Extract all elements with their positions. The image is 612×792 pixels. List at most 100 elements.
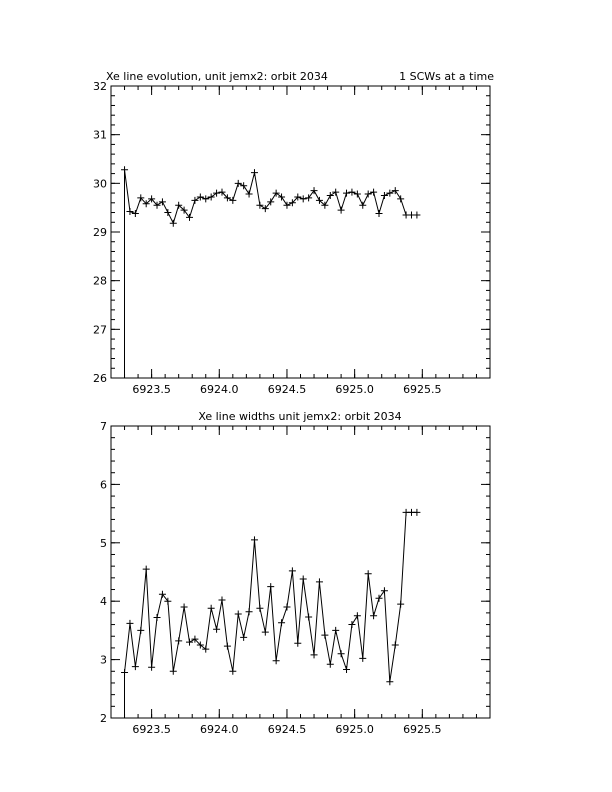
top-data-point-marker bbox=[191, 196, 199, 204]
bottom-data-point-marker bbox=[375, 594, 383, 602]
top-data-point-marker bbox=[218, 188, 226, 196]
top-data-point-marker bbox=[299, 195, 307, 203]
bottom-series-line bbox=[124, 511, 417, 718]
bottom-y-tick-label: 7 bbox=[100, 420, 107, 433]
bottom-data-point-marker bbox=[121, 668, 129, 676]
bottom-data-point-marker bbox=[142, 565, 150, 573]
bottom-data-point-marker bbox=[288, 567, 296, 575]
top-data-point-marker bbox=[359, 201, 367, 209]
bottom-x-tick-label: 6925.5 bbox=[403, 723, 442, 736]
bottom-data-point-marker bbox=[169, 667, 177, 675]
top-y-tick-label: 28 bbox=[93, 275, 107, 288]
top-data-point-marker bbox=[234, 179, 242, 187]
top-data-point-marker bbox=[386, 189, 394, 197]
top-data-point-marker bbox=[305, 194, 313, 202]
bottom-y-tick-label: 4 bbox=[100, 595, 107, 608]
top-data-point-marker bbox=[207, 193, 215, 201]
bottom-plot-frame bbox=[110, 425, 491, 719]
top-data-point-marker bbox=[267, 198, 275, 206]
bottom-data-point-marker bbox=[278, 619, 286, 627]
bottom-data-point-marker bbox=[186, 638, 194, 646]
top-y-tick-label: 26 bbox=[93, 372, 107, 385]
bottom-data-point-marker bbox=[261, 628, 269, 636]
top-y-tick-label: 30 bbox=[93, 177, 107, 190]
top-data-point-marker bbox=[229, 196, 237, 204]
bottom-data-point-marker bbox=[175, 637, 183, 645]
top-plot-frame bbox=[110, 85, 491, 379]
top-data-point-marker bbox=[288, 199, 296, 207]
top-panel-xe-line-evolution: Xe line evolution, unit jemx2: orbit 203… bbox=[93, 70, 494, 396]
top-y-tick-label: 32 bbox=[93, 80, 107, 93]
top-data-point-marker bbox=[380, 192, 388, 199]
bottom-data-point-marker bbox=[158, 590, 166, 598]
bottom-data-point-marker bbox=[305, 613, 313, 621]
bottom-chart-title: Xe line widths unit jemx2: orbit 2034 bbox=[198, 410, 401, 423]
bottom-data-point-marker bbox=[299, 575, 307, 583]
top-data-point-marker bbox=[121, 166, 129, 174]
top-x-tick-label: 6925.5 bbox=[403, 383, 442, 396]
bottom-data-point-marker bbox=[196, 641, 204, 649]
top-y-tick-label: 27 bbox=[93, 323, 107, 336]
top-data-point-marker bbox=[364, 190, 372, 198]
top-x-tick-label: 6925.0 bbox=[335, 383, 374, 396]
bottom-data-point-marker bbox=[234, 610, 242, 618]
top-x-tick-label: 6924.5 bbox=[268, 383, 307, 396]
bottom-data-point-marker bbox=[380, 587, 388, 595]
bottom-panel-xe-line-widths: Xe line widths unit jemx2: orbit 2034 69… bbox=[100, 410, 491, 736]
bottom-data-point-marker bbox=[326, 660, 334, 668]
bottom-y-tick-label: 5 bbox=[100, 537, 107, 550]
top-data-point-marker bbox=[321, 201, 329, 209]
bottom-data-point-marker bbox=[164, 597, 172, 605]
top-data-point-marker bbox=[315, 196, 323, 204]
top-data-point-marker bbox=[158, 198, 166, 206]
bottom-data-point-marker bbox=[332, 626, 340, 634]
top-data-point-marker bbox=[131, 210, 139, 218]
bottom-x-tick-label: 6923.5 bbox=[132, 723, 171, 736]
bottom-data-point-marker bbox=[256, 604, 264, 612]
top-data-point-marker bbox=[310, 187, 318, 195]
bottom-x-tick-label: 6924.5 bbox=[268, 723, 307, 736]
top-data-point-marker bbox=[153, 201, 161, 209]
top-data-point-marker bbox=[186, 213, 194, 221]
top-data-point-marker bbox=[148, 195, 156, 203]
top-data-point-marker bbox=[397, 195, 405, 203]
bottom-data-point-marker bbox=[397, 600, 405, 608]
top-data-point-marker bbox=[370, 188, 378, 196]
top-data-point-marker bbox=[196, 193, 204, 201]
top-data-point-marker bbox=[250, 169, 258, 177]
top-data-point-marker bbox=[240, 182, 248, 190]
bottom-y-tick-label: 2 bbox=[100, 712, 107, 725]
bottom-data-point-marker bbox=[137, 626, 145, 634]
bottom-data-point-marker bbox=[229, 667, 237, 675]
top-data-point-marker bbox=[375, 210, 383, 218]
top-y-tick-label: 31 bbox=[93, 129, 107, 142]
bottom-data-point-marker bbox=[250, 536, 258, 544]
bottom-data-point-marker bbox=[283, 603, 291, 611]
top-data-point-marker bbox=[213, 189, 221, 197]
top-data-point-marker bbox=[283, 201, 291, 209]
bottom-data-point-marker bbox=[240, 633, 248, 641]
bottom-data-point-marker bbox=[343, 666, 351, 674]
top-data-point-marker bbox=[175, 201, 183, 209]
bottom-y-tick-label: 3 bbox=[100, 654, 107, 667]
bottom-data-point-marker bbox=[180, 603, 188, 611]
top-data-point-marker bbox=[126, 208, 134, 216]
top-y-tick-label: 29 bbox=[93, 226, 107, 239]
bottom-data-point-marker bbox=[348, 621, 356, 629]
bottom-data-point-marker bbox=[245, 608, 253, 616]
top-data-point-marker bbox=[223, 194, 231, 202]
top-data-point-marker bbox=[169, 219, 177, 227]
top-data-point-marker bbox=[142, 200, 150, 208]
top-data-point-marker bbox=[326, 192, 334, 199]
top-data-point-marker bbox=[413, 211, 421, 219]
bottom-data-point-marker bbox=[337, 650, 345, 658]
bottom-y-tick-label: 6 bbox=[100, 478, 107, 491]
top-data-point-marker bbox=[343, 189, 351, 197]
top-data-point-marker bbox=[245, 190, 253, 198]
bottom-data-point-marker bbox=[310, 651, 318, 659]
bottom-data-point-marker bbox=[413, 508, 421, 516]
top-data-point-marker bbox=[202, 195, 210, 203]
top-data-point-marker bbox=[180, 206, 188, 214]
top-data-point-marker bbox=[256, 201, 264, 209]
top-chart-title: Xe line evolution, unit jemx2: orbit 203… bbox=[106, 70, 328, 83]
